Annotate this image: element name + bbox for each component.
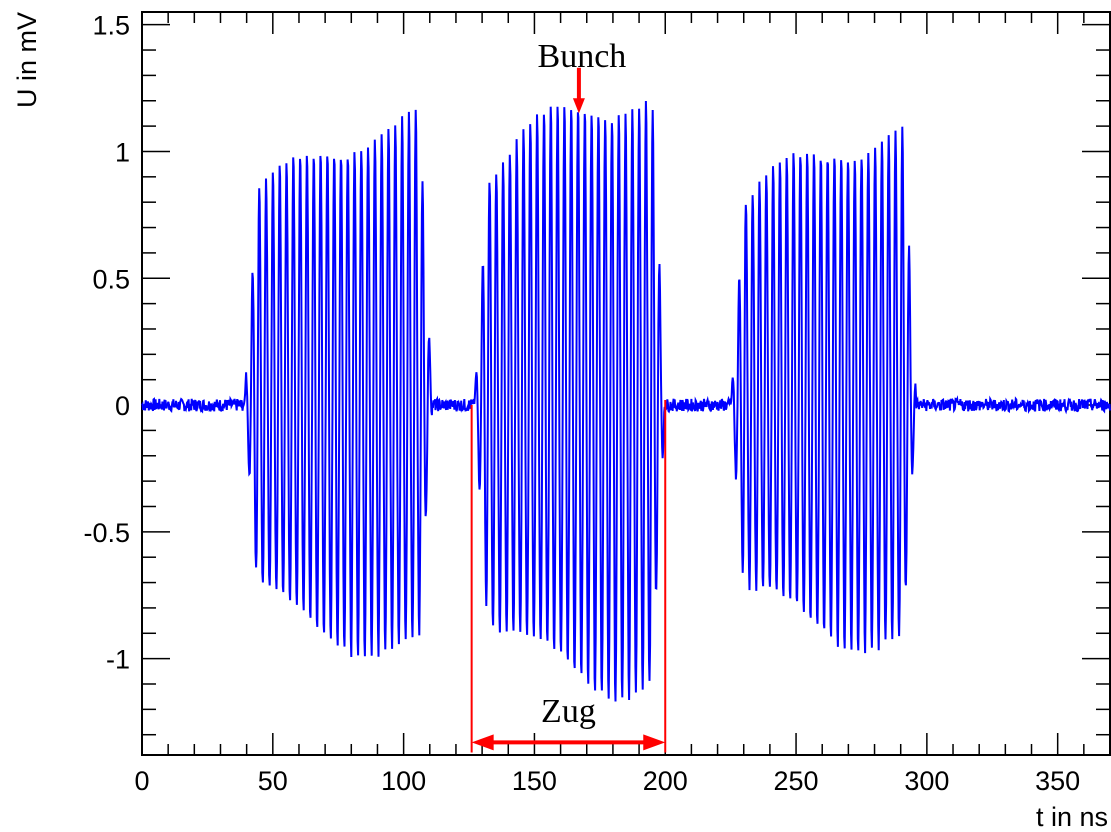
y-tick-label: 0.5: [92, 264, 130, 294]
x-tick-label: 150: [512, 766, 557, 796]
y-tick-label: 1: [115, 137, 130, 167]
bunch-arrowhead: [572, 98, 585, 114]
y-axis-title: U in mV: [12, 12, 42, 108]
x-tick-label: 350: [1035, 766, 1080, 796]
zug-arrowhead-left: [471, 734, 494, 751]
bunch-label: Bunch: [538, 38, 627, 75]
x-tick-label: 0: [134, 766, 149, 796]
x-axis-title: t in ns: [1036, 802, 1108, 832]
zug-arrowhead-right: [643, 734, 666, 751]
x-tick-label: 50: [258, 766, 288, 796]
y-tick-label: -0.5: [83, 518, 130, 548]
plot-frame: [141, 11, 1111, 756]
zug-label: Zug: [541, 693, 596, 730]
x-tick-label: 300: [904, 766, 949, 796]
signal-line: [141, 100, 1111, 702]
x-tick-label: 100: [381, 766, 426, 796]
x-tick-label: 250: [774, 766, 819, 796]
x-tick-label: 200: [643, 766, 688, 796]
y-tick-label: -1: [106, 645, 130, 675]
x-axis: 0 50 100 150 200 250 300 350: [134, 12, 1111, 796]
y-axis: -1 -0.5 0 0.5 1 1.5: [83, 11, 1110, 736]
y-tick-label: 0: [115, 391, 130, 421]
y-tick-label: 1.5: [92, 11, 130, 41]
